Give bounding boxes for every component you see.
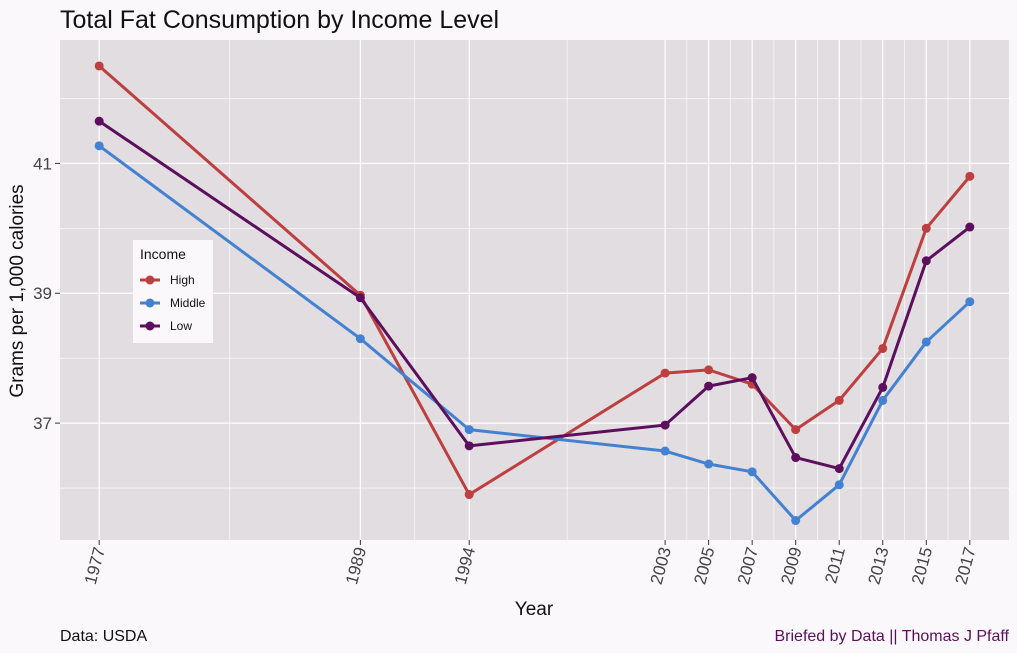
data-point-middle — [464, 425, 474, 435]
data-point-high — [965, 171, 975, 181]
legend: Income High Middle Low — [133, 240, 213, 343]
data-point-high — [791, 425, 801, 435]
x-tick-label: 2009 — [777, 545, 805, 586]
data-point-middle — [704, 459, 714, 469]
x-tick-label: 2011 — [821, 545, 849, 585]
x-tick-label: 2017 — [952, 545, 980, 586]
data-point-middle — [94, 141, 104, 151]
data-point-middle — [747, 467, 757, 477]
data-point-high — [660, 368, 670, 378]
x-tick-label: 1989 — [342, 545, 370, 586]
y-axis-title: Grams per 1,000 calories — [7, 184, 28, 397]
grid-minor — [60, 40, 1009, 540]
data-point-middle — [921, 337, 931, 347]
data-point-low — [660, 420, 670, 430]
data-point-high — [834, 395, 844, 405]
data-point-high — [704, 365, 714, 375]
x-tick-label: 2013 — [864, 545, 892, 586]
data-point-low — [355, 293, 365, 303]
y-tick-label: 37 — [33, 414, 52, 433]
legend-point-high — [145, 275, 155, 285]
data-point-low — [965, 222, 975, 232]
caption-credit: Briefed by Data || Thomas J Pfaff — [775, 628, 1010, 645]
data-point-low — [921, 256, 931, 266]
data-point-middle — [878, 395, 888, 405]
x-tick-label: 2007 — [734, 545, 762, 586]
x-tick-label: 2005 — [690, 545, 718, 586]
y-tick-label: 39 — [33, 284, 52, 303]
x-tick-label: 1994 — [451, 545, 479, 586]
y-tick-label: 41 — [33, 154, 52, 173]
data-point-low — [834, 464, 844, 474]
data-point-middle — [965, 297, 975, 307]
data-point-middle — [791, 516, 801, 526]
data-point-low — [791, 453, 801, 463]
x-tick-label: 2003 — [647, 545, 675, 586]
y-axis: 37 39 41 — [33, 154, 60, 433]
data-point-low — [747, 373, 757, 383]
data-point-high — [921, 223, 931, 233]
data-point-high — [94, 61, 104, 71]
legend-point-middle — [145, 298, 155, 308]
data-point-low — [878, 382, 888, 392]
data-point-low — [704, 381, 714, 391]
legend-title: Income — [140, 246, 186, 262]
data-point-middle — [660, 446, 670, 456]
chart-title: Total Fat Consumption by Income Level — [60, 6, 499, 34]
legend-label-high: High — [170, 273, 195, 287]
x-axis-title: Year — [515, 599, 554, 620]
plot-panel — [60, 40, 1009, 540]
x-axis: 1977 1989 1994 2003 2005 2007 2009 2011 2013 2015… — [81, 540, 980, 587]
x-tick-label: 2015 — [908, 545, 936, 586]
data-point-low — [94, 116, 104, 126]
data-point-high — [464, 490, 474, 500]
legend-label-middle: Middle — [170, 296, 206, 310]
x-tick-label: 1977 — [81, 545, 109, 586]
data-point-middle — [355, 334, 365, 344]
legend-label-low: Low — [170, 319, 192, 333]
caption-source: Data: USDA — [60, 628, 147, 645]
series-layer — [94, 61, 975, 526]
grid-major — [60, 40, 1009, 540]
data-point-middle — [834, 480, 844, 490]
data-point-high — [878, 343, 888, 353]
data-point-low — [464, 441, 474, 451]
legend-point-low — [145, 321, 155, 331]
